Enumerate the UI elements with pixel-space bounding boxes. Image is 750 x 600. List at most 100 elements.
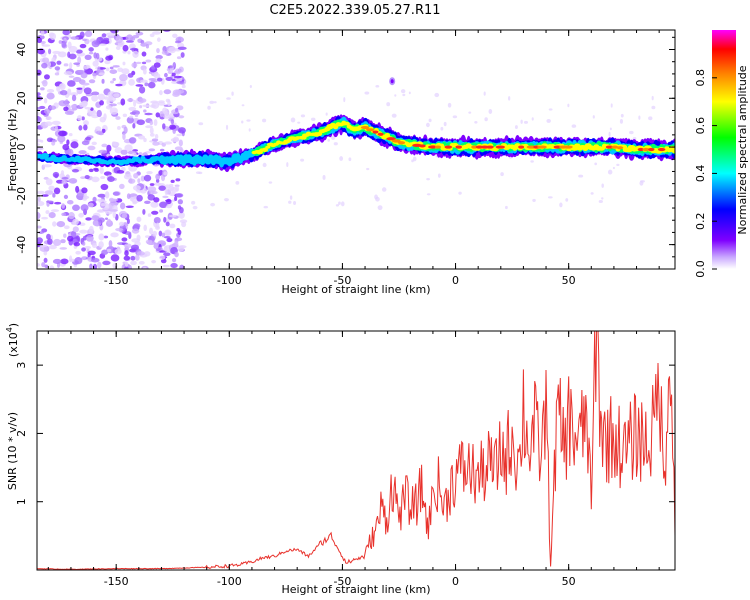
noise-blob — [60, 239, 66, 244]
ridge-core — [418, 144, 426, 148]
noise-blob — [263, 205, 269, 209]
noise-blob — [128, 165, 138, 172]
noise-blob — [143, 109, 147, 113]
noise-blob — [49, 265, 55, 269]
noise-blob — [43, 250, 48, 256]
noise-blob — [173, 136, 179, 142]
noise-blob — [58, 40, 63, 44]
noise-blob — [77, 69, 85, 73]
noise-blob — [210, 202, 216, 207]
spectrogram-x-ticks: -150 -100 -50 0 50 — [47, 30, 660, 287]
noise-blob — [79, 31, 85, 38]
noise-blob — [110, 254, 120, 262]
noise-blob — [44, 264, 49, 269]
y-tick-label: 1 — [15, 498, 28, 505]
noise-blob — [79, 43, 87, 49]
noise-blob — [651, 105, 656, 110]
noise-blob — [136, 234, 141, 241]
noise-blob — [112, 65, 120, 68]
noise-blob — [508, 96, 511, 101]
noise-blob — [153, 216, 161, 224]
noise-blob — [601, 183, 604, 188]
noise-blob — [143, 224, 148, 232]
noise-blob — [402, 93, 406, 97]
noise-blob — [162, 123, 166, 130]
x-tick-label: -100 — [217, 575, 242, 588]
noise-blob — [109, 69, 118, 74]
noise-blob — [142, 208, 146, 215]
noise-blob — [93, 52, 98, 59]
noise-blob — [147, 186, 157, 193]
noise-blob — [98, 149, 108, 154]
noise-blob — [87, 202, 94, 208]
noise-blob — [139, 79, 148, 83]
noise-blob — [72, 204, 80, 211]
noise-blob — [91, 141, 97, 146]
noise-blob — [115, 116, 121, 120]
noise-blob — [426, 193, 431, 196]
spectrogram-x-axis-label: Height of straight line (km) — [281, 283, 430, 296]
noise-blob — [408, 91, 411, 95]
noise-blob — [53, 187, 61, 195]
noise-blob — [108, 240, 113, 248]
noise-blob — [112, 262, 118, 269]
noise-blob — [607, 169, 613, 175]
noise-blob — [109, 107, 118, 115]
noise-blob — [128, 115, 134, 119]
noise-blob — [61, 212, 67, 217]
noise-blob — [175, 178, 181, 182]
noise-blob — [241, 104, 245, 107]
noise-blob — [96, 198, 105, 202]
noise-blob — [75, 185, 80, 193]
noise-blob — [71, 168, 80, 173]
y-tick-label: -40 — [15, 236, 28, 254]
noise-blob — [104, 191, 110, 199]
noise-blob — [548, 108, 553, 111]
noise-blob — [105, 55, 113, 61]
ridge-core — [605, 145, 614, 149]
noise-blob — [165, 204, 172, 209]
noise-blob — [71, 104, 76, 109]
noise-blob — [161, 50, 169, 55]
noise-blob — [120, 149, 128, 155]
noise-blob — [386, 102, 391, 107]
noise-blob — [137, 178, 141, 184]
noise-blob — [84, 54, 92, 61]
noise-blob — [249, 85, 252, 89]
y-tick-label: 3 — [15, 362, 28, 369]
noise-blob — [112, 211, 117, 219]
noise-blob — [567, 103, 570, 108]
colorbar-tick-label: 0.6 — [694, 117, 707, 135]
noise-blob — [168, 46, 177, 54]
noise-blob — [151, 259, 157, 264]
noise-blob — [122, 113, 128, 118]
ridge-blob — [262, 147, 269, 153]
noise-blob — [127, 73, 134, 78]
noise-blob — [96, 130, 103, 135]
noise-blob — [91, 91, 100, 96]
noise-blob — [176, 105, 184, 111]
noise-blob — [338, 201, 341, 205]
noise-blob — [83, 87, 92, 95]
noise-blob — [124, 250, 129, 257]
noise-blob — [108, 197, 115, 202]
noise-blob — [107, 218, 112, 224]
noise-blob — [153, 62, 161, 68]
noise-blob — [164, 141, 173, 145]
noise-blob — [474, 120, 478, 124]
noise-blob — [412, 156, 417, 162]
noise-blob — [169, 124, 177, 130]
ridge-core — [428, 145, 438, 149]
noise-blob — [82, 241, 86, 246]
noise-blob — [165, 76, 173, 81]
noise-blob — [78, 150, 87, 155]
noise-blob — [121, 213, 128, 219]
noise-blob — [155, 173, 161, 180]
noise-blob — [148, 78, 157, 81]
noise-blob — [78, 212, 84, 218]
noise-blob — [40, 30, 45, 37]
noise-blob — [172, 33, 178, 38]
ridge-core — [563, 145, 573, 149]
noise-blob — [123, 126, 128, 134]
noise-blob — [163, 235, 171, 239]
